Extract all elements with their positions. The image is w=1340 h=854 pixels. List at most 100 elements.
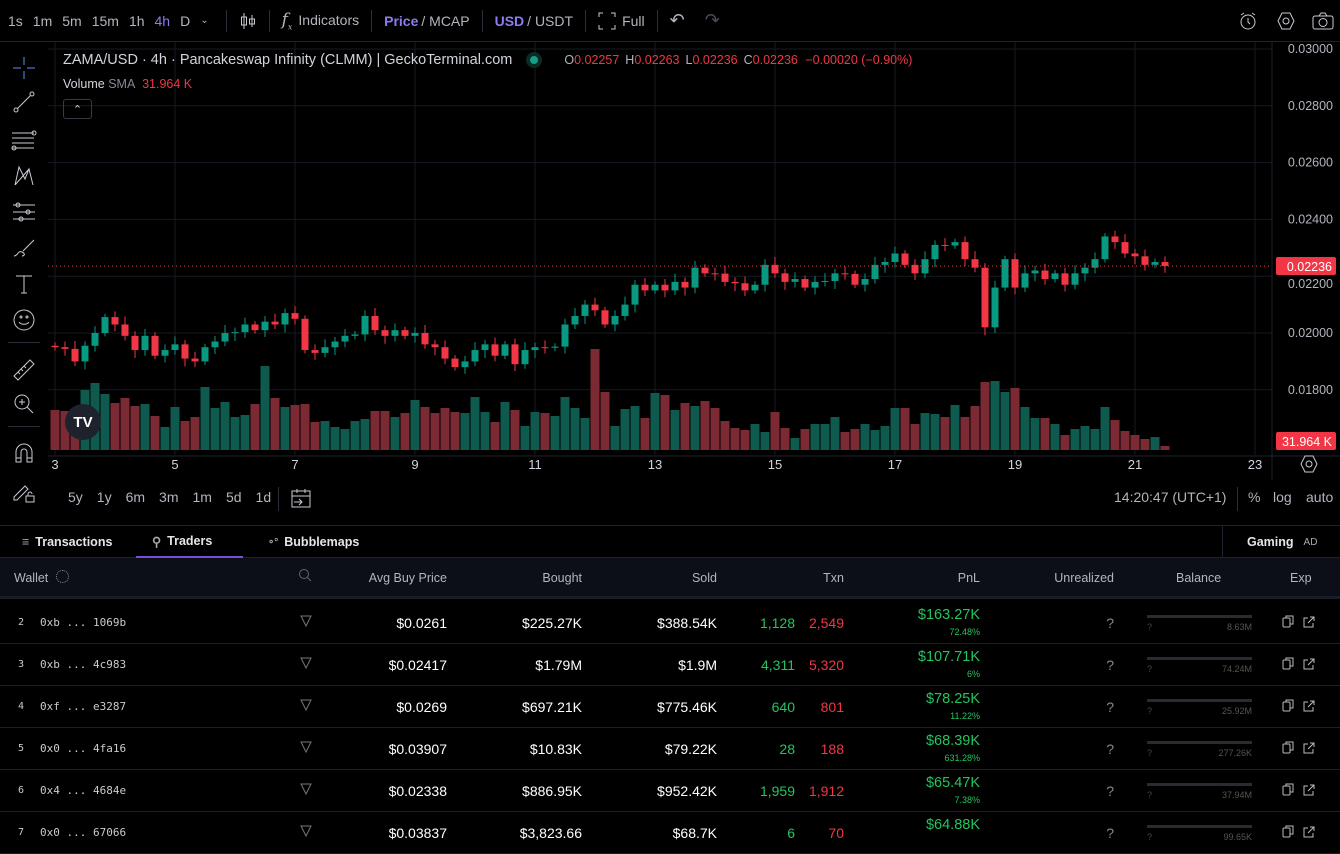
table-row[interactable]: 3 0xb ... 4c983 $0.02417 $1.79M $1.9M 4,… (0, 644, 1340, 686)
search-icon[interactable] (298, 568, 312, 585)
timeframe-d[interactable]: D (180, 12, 191, 29)
candle (831, 273, 839, 282)
percent-toggle[interactable]: % (1248, 489, 1261, 505)
copy-icon[interactable] (1282, 615, 1294, 631)
range-5y[interactable]: 5y (68, 489, 83, 505)
brush-icon[interactable] (10, 234, 38, 262)
undo-icon[interactable]: ↶ (669, 10, 685, 30)
fib-lines-icon[interactable] (10, 126, 38, 154)
header-bought[interactable]: Bought (542, 571, 582, 585)
auto-toggle[interactable]: auto (1306, 489, 1334, 505)
price-chart[interactable]: 0.03000 0.02800 0.02600 0.02400 0.02200 0.020… (0, 0, 1340, 520)
wallet-address[interactable]: 0x0 ... 67066 (40, 826, 127, 839)
price-mcap-toggle[interactable]: Price / MCAP (384, 13, 469, 29)
header-txn[interactable]: Txn (823, 571, 844, 585)
avg-buy-price: $0.02338 (388, 783, 447, 799)
filter-icon[interactable] (300, 656, 312, 672)
wallet-address[interactable]: 0x0 ... 4fa16 (40, 742, 127, 755)
tab-traders[interactable]: ⚲ Traders (136, 526, 243, 558)
timeframe-1s[interactable]: 1s (8, 12, 23, 29)
header-wallet[interactable]: Wallet (14, 571, 49, 585)
tradingview-logo[interactable]: TV (65, 404, 101, 440)
external-link-icon[interactable] (1303, 741, 1315, 757)
volume-bar (700, 401, 710, 450)
copy-icon[interactable] (1282, 783, 1294, 799)
tab-transactions[interactable]: ≡ Transactions (6, 526, 128, 558)
settings-icon[interactable] (1276, 11, 1296, 31)
volume-bar (110, 403, 120, 450)
header-exp[interactable]: Exp (1290, 571, 1312, 585)
filter-icon[interactable] (300, 824, 312, 840)
external-link-icon[interactable] (1303, 825, 1315, 841)
candle (1081, 267, 1089, 274)
lock-drawings-icon[interactable] (10, 478, 38, 506)
emoji-icon[interactable] (10, 306, 38, 334)
timeframe-1h[interactable]: 1h (128, 12, 145, 29)
wallet-address[interactable]: 0xb ... 4c983 (40, 658, 127, 671)
collapse-legend-button[interactable]: ⌃ (63, 99, 92, 119)
timeframe-4h[interactable]: 4h (154, 12, 171, 29)
info-icon[interactable] (56, 570, 69, 583)
chevron-down-icon[interactable]: ⌄ (200, 15, 209, 26)
candle (881, 262, 889, 265)
range-1d[interactable]: 1d (255, 489, 272, 505)
wallet-address[interactable]: 0x4 ... 4684e (40, 784, 127, 797)
filter-icon[interactable] (300, 698, 312, 714)
ad-banner[interactable]: Gaming AD (1222, 526, 1340, 558)
table-row[interactable]: 2 0xb ... 1069b $0.0261 $225.27K $388.54… (0, 602, 1340, 644)
camera-icon[interactable] (1312, 11, 1334, 31)
timeframe-1m[interactable]: 1m (32, 12, 53, 29)
filter-icon[interactable] (300, 782, 312, 798)
ruler-icon[interactable] (10, 356, 38, 384)
volume-bar (530, 412, 540, 450)
header-pnl[interactable]: PnL (957, 571, 980, 585)
volume-bar (100, 394, 110, 450)
range-5d[interactable]: 5d (225, 489, 242, 505)
filter-icon[interactable] (300, 614, 312, 630)
usd-usdt-toggle[interactable]: USD / USDT (495, 13, 573, 29)
trend-line-icon[interactable] (10, 88, 38, 116)
external-link-icon[interactable] (1303, 699, 1315, 715)
timeframe-5m[interactable]: 5m (62, 12, 82, 29)
range-1y[interactable]: 1y (96, 489, 112, 505)
axis-settings-icon[interactable] (1300, 455, 1318, 473)
table-row[interactable]: 4 0xf ... e3287 $0.0269 $697.21K $775.46… (0, 686, 1340, 728)
go-to-date-icon[interactable] (290, 487, 312, 512)
indicators-button[interactable]: fx Indicators (282, 10, 360, 31)
redo-icon[interactable]: ↷ (704, 10, 720, 30)
magnet-icon[interactable] (10, 440, 38, 468)
pattern-icon[interactable] (10, 162, 38, 190)
alarm-icon[interactable] (1238, 11, 1258, 31)
tab-bubblemaps[interactable]: ∘° Bubblemaps (252, 526, 375, 558)
table-row[interactable]: 6 0x4 ... 4684e $0.02338 $886.95K $952.4… (0, 770, 1340, 812)
header-avg-buy-price[interactable]: Avg Buy Price (368, 571, 447, 585)
forecast-icon[interactable] (10, 198, 38, 226)
range-6m[interactable]: 6m (125, 489, 146, 505)
external-link-icon[interactable] (1303, 615, 1315, 631)
table-row[interactable]: 7 0x0 ... 67066 $0.03837 $3,823.66 $68.7… (0, 812, 1340, 854)
header-sold[interactable]: Sold (691, 571, 717, 585)
copy-icon[interactable] (1282, 699, 1294, 715)
external-link-icon[interactable] (1303, 783, 1315, 799)
candle-type-icon[interactable] (239, 11, 257, 31)
range-3m[interactable]: 3m (159, 489, 179, 505)
header-balance[interactable]: Balance (1176, 571, 1222, 585)
range-1m[interactable]: 1m (192, 489, 212, 505)
log-toggle[interactable]: log (1273, 489, 1292, 505)
copy-icon[interactable] (1282, 825, 1294, 841)
text-icon[interactable] (10, 270, 38, 298)
wallet-address[interactable]: 0xf ... e3287 (40, 700, 127, 713)
external-link-icon[interactable] (1303, 657, 1315, 673)
copy-icon[interactable] (1282, 657, 1294, 673)
pnl: $78.25K (925, 691, 980, 707)
filter-icon[interactable] (300, 740, 312, 756)
fullscreen-button[interactable]: Full (598, 12, 645, 30)
wallet-address[interactable]: 0xb ... 1069b (40, 616, 127, 629)
volume-bar (320, 421, 330, 450)
header-unrealized[interactable]: Unrealized (1054, 571, 1114, 585)
table-row[interactable]: 5 0x0 ... 4fa16 $0.03907 $10.83K $79.22K… (0, 728, 1340, 770)
copy-icon[interactable] (1282, 741, 1294, 757)
crosshair-icon[interactable] (10, 54, 38, 82)
zoom-in-icon[interactable] (10, 390, 38, 418)
timeframe-15m[interactable]: 15m (91, 12, 119, 29)
